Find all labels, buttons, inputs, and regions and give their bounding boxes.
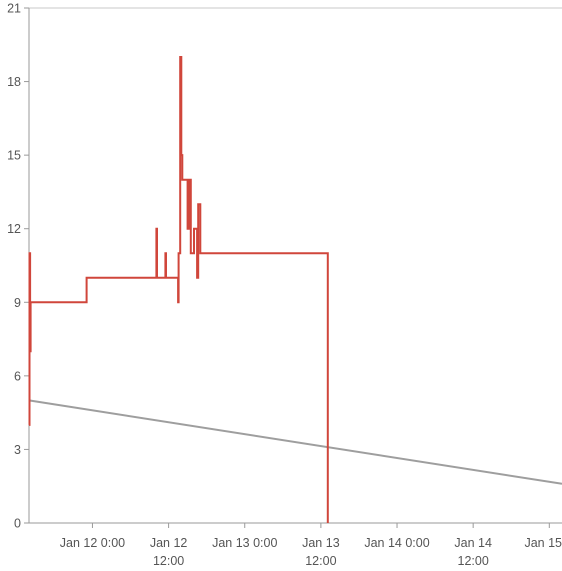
y-tick-label: 6	[14, 369, 21, 383]
x-tick-label: 12:00	[153, 554, 184, 568]
x-tick-label: Jan 13	[302, 536, 340, 550]
y-tick-label: 18	[7, 75, 21, 89]
x-tick-label: 12:00	[458, 554, 489, 568]
x-tick-label: 12:00	[305, 554, 336, 568]
series-layer	[28, 56, 562, 523]
x-tick-label: Jan 12	[150, 536, 188, 550]
y-tick-label: 15	[7, 149, 21, 163]
x-tick-label: Jan 13 0:00	[212, 536, 277, 550]
x-tick-label: Jan 15	[524, 536, 562, 550]
y-axis: 0 3 6 9 12 15 18 21	[7, 2, 29, 531]
x-tick-label: Jan 14	[454, 536, 492, 550]
y-tick-label: 9	[14, 296, 21, 310]
x-tick-label: Jan 12 0:00	[60, 536, 125, 550]
x-tick-label: Jan 14 0:00	[364, 536, 429, 550]
x-axis: Jan 12 0:00 Jan 12 12:00 Jan 13 0:00 Jan 13 1…	[60, 523, 562, 568]
y-tick-label: 21	[7, 2, 21, 16]
y-tick-label: 12	[7, 222, 21, 236]
y-tick-label: 0	[14, 517, 21, 531]
y-tick-label: 3	[14, 443, 21, 457]
step-series-line	[28, 56, 329, 523]
trend-series-line	[28, 399, 562, 485]
plot-frame	[28, 7, 562, 524]
